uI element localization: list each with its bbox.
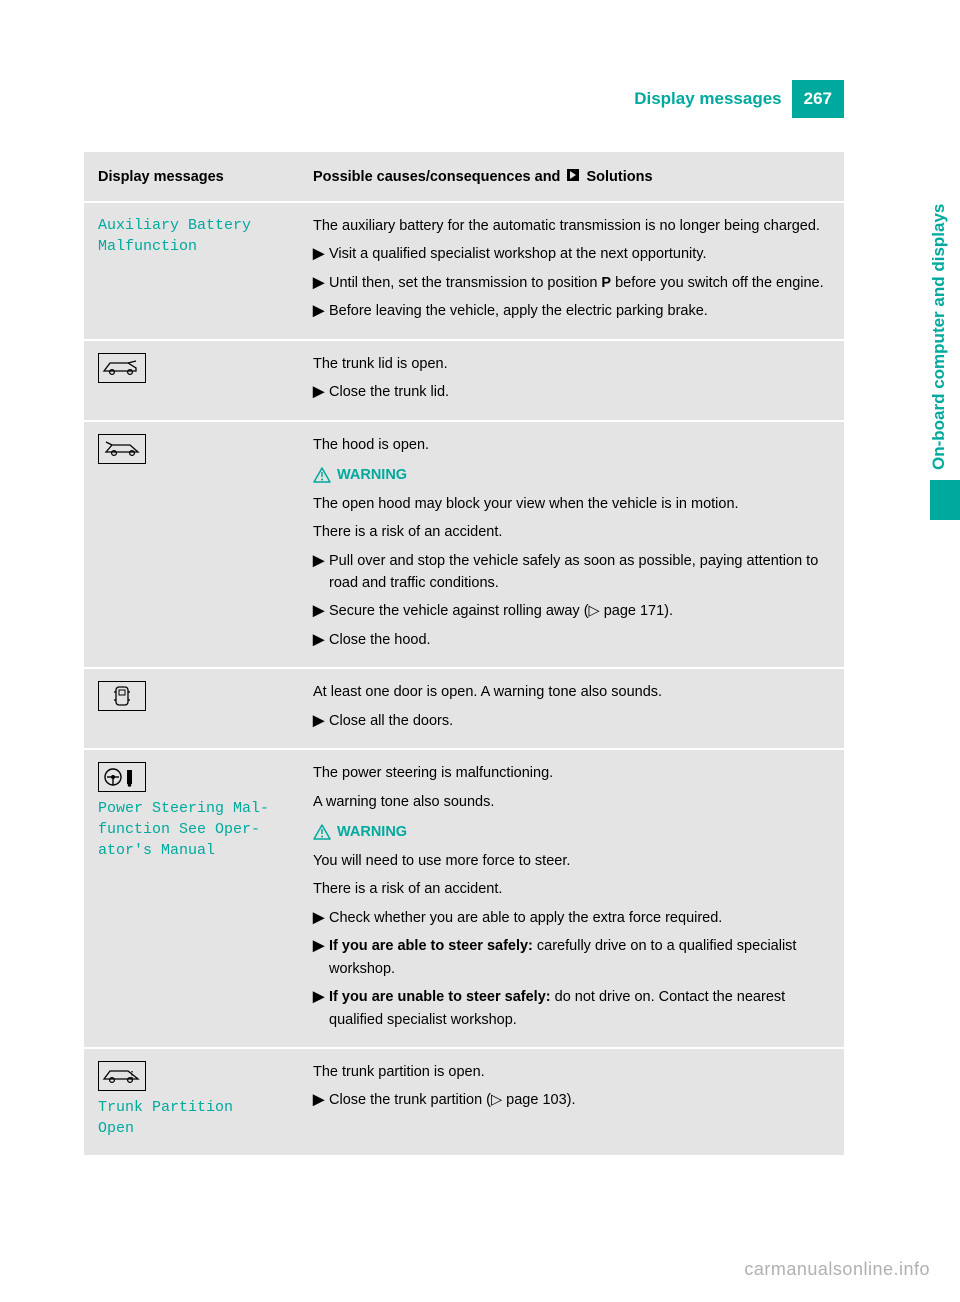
page-content: Display messages 267 Display messages Po… [84,80,844,1155]
bullet-item: ▶Close the hood. [313,629,830,651]
bullet-marker-icon: ▶ [313,300,329,322]
bullet-item: ▶Close all the doors. [313,710,830,732]
bullet-list: ▶Close all the doors. [313,710,830,732]
bullet-text: Secure the vehicle against rolling away … [329,600,830,622]
table-row: Auxiliary BatteryMalfunction The auxiliar… [84,202,844,340]
bullet-marker-icon: ▶ [313,907,329,929]
solution-cell: The hood is open. WARNING The open hood ma… [299,421,844,669]
bullet-marker-icon: ▶ [313,600,329,622]
solution-cell: The power steering is malfunctioning. A w… [299,749,844,1048]
side-tab-marker [930,480,960,520]
table-row: Power Steering Mal‐function See Oper‐ato… [84,749,844,1048]
bullet-text: If you are able to steer safely: careful… [329,935,830,980]
solution-cell: The trunk partition is open. ▶Close the t… [299,1048,844,1155]
table-row: Trunk PartitionOpen The trunk partition i… [84,1048,844,1155]
bullet-item: ▶Secure the vehicle against rolling away… [313,600,830,622]
bullet-item: ▶Until then, set the transmission to pos… [313,272,830,294]
bullet-text: If you are unable to steer safely: do no… [329,986,830,1031]
body-text: There is a risk of an accident. [313,878,830,900]
col-header-prefix: Possible causes/consequences and [313,169,564,185]
bullet-text: Before leaving the vehicle, apply the el… [329,300,830,322]
bullet-item: ▶Visit a qualified specialist workshop a… [313,243,830,265]
display-message-text: Power Steering Mal‐function See Oper‐ato… [98,798,285,861]
display-message-text: Trunk PartitionOpen [98,1097,285,1139]
intro-text: The trunk lid is open. [313,353,830,375]
car-trunk-icon [98,353,146,383]
intro-text: The hood is open. [313,434,830,456]
body-text: The open hood may block your view when t… [313,493,830,515]
display-cell: Auxiliary BatteryMalfunction [84,202,299,340]
bullet-marker-icon: ▶ [313,1089,329,1111]
intro-text: The power steering is malfunctioning. [313,762,830,784]
car-hood-icon [98,434,146,464]
bullet-text: Until then, set the transmission to posi… [329,272,830,294]
display-cell [84,340,299,421]
bullet-marker-icon: ▶ [313,272,329,294]
table-body: Auxiliary BatteryMalfunction The auxiliar… [84,202,844,1155]
bullet-item: ▶Close the trunk partition (▷ page 103). [313,1089,830,1111]
warning-label: WARNING [313,821,830,843]
bullet-list: ▶Check whether you are able to apply the… [313,907,830,1031]
bullet-marker-icon: ▶ [313,710,329,732]
col-header-suffix: Solutions [582,169,652,185]
bullet-list: ▶Close the trunk partition (▷ page 103). [313,1089,830,1111]
bullet-list: ▶Visit a qualified specialist workshop a… [313,243,830,322]
display-cell: Power Steering Mal‐function See Oper‐ato… [84,749,299,1048]
warning-label: WARNING [313,464,830,486]
body-text: A warning tone also sounds. [313,791,830,813]
display-cell [84,668,299,749]
bullet-text: Check whether you are able to apply the … [329,907,830,929]
bullet-text: Close the trunk lid. [329,381,830,403]
intro-text: The auxiliary battery for the automatic … [313,215,830,237]
bullet-marker-icon: ▶ [313,935,329,980]
bullet-item: ▶Close the trunk lid. [313,381,830,403]
bullet-list: ▶Pull over and stop the vehicle safely a… [313,550,830,652]
bullet-marker-icon: ▶ [313,629,329,651]
footer-link: carmanualsonline.info [744,1256,930,1284]
body-text: There is a risk of an accident. [313,521,830,543]
display-cell [84,421,299,669]
side-tab-label: On-board computer and displays [926,204,952,470]
bullet-item: ▶Check whether you are able to apply the… [313,907,830,929]
bullet-marker-icon: ▶ [313,550,329,595]
bullet-marker-icon: ▶ [313,243,329,265]
bullet-text: Close all the doors. [329,710,830,732]
intro-text: At least one door is open. A warning ton… [313,681,830,703]
steering-icon [98,762,146,792]
table-header-row: Display messages Possible causes/consequ… [84,152,844,201]
bullet-item: ▶If you are able to steer safely: carefu… [313,935,830,980]
bullet-item: ▶Pull over and stop the vehicle safely a… [313,550,830,595]
col-header-display: Display messages [84,152,299,201]
bullet-marker-icon: ▶ [313,381,329,403]
page-header: Display messages 267 [84,80,844,118]
intro-text: The trunk partition is open. [313,1061,830,1083]
side-tab: On-board computer and displays [930,80,960,600]
table-row: The hood is open. WARNING The open hood ma… [84,421,844,669]
body-text: You will need to use more force to steer… [313,850,830,872]
bullet-text: Visit a qualified specialist workshop at… [329,243,830,265]
table-row: At least one door is open. A warning ton… [84,668,844,749]
messages-table: Display messages Possible causes/consequ… [84,152,844,1155]
bullet-text: Pull over and stop the vehicle safely as… [329,550,830,595]
display-cell: Trunk PartitionOpen [84,1048,299,1155]
page-title: Display messages [634,80,791,118]
page-number: 267 [792,80,844,118]
bullet-list: ▶Close the trunk lid. [313,381,830,403]
bullet-item: ▶If you are unable to steer safely: do n… [313,986,830,1031]
bullet-text: Close the trunk partition (▷ page 103). [329,1089,830,1111]
car-door-icon [98,681,146,711]
bullet-item: ▶Before leaving the vehicle, apply the e… [313,300,830,322]
solution-cell: The trunk lid is open. ▶Close the trunk l… [299,340,844,421]
table-row: The trunk lid is open. ▶Close the trunk l… [84,340,844,421]
col-header-solutions: Possible causes/consequences and Solutio… [299,152,844,201]
solution-cell: The auxiliary battery for the automatic … [299,202,844,340]
car-partition-icon [98,1061,146,1091]
bullet-marker-icon: ▶ [313,986,329,1031]
display-message-text: Auxiliary BatteryMalfunction [98,215,285,257]
solutions-marker-icon [567,166,579,188]
solution-cell: At least one door is open. A warning ton… [299,668,844,749]
bullet-text: Close the hood. [329,629,830,651]
